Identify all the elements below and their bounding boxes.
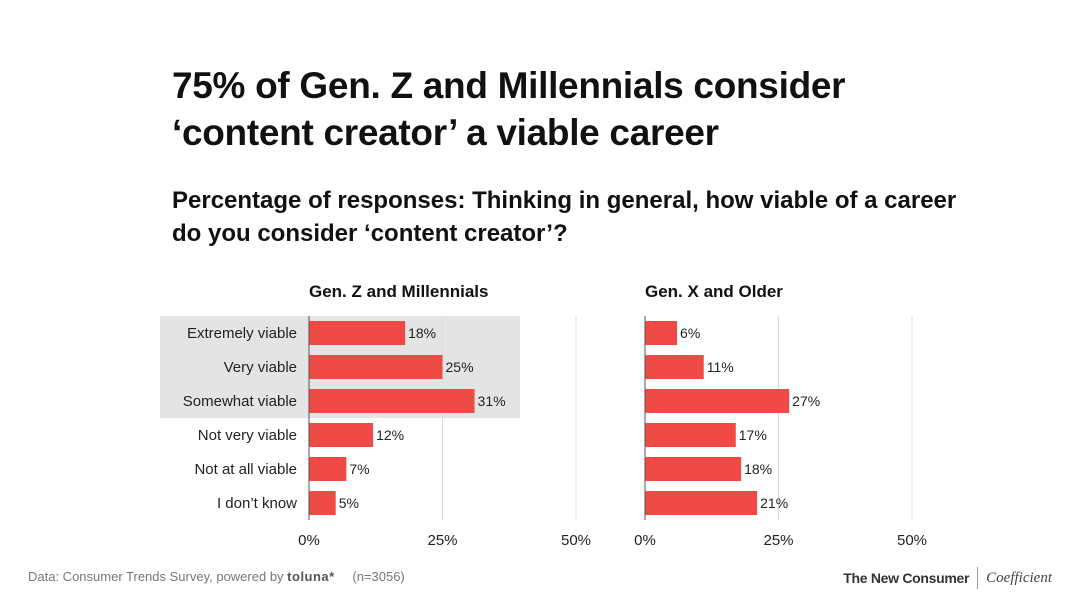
chart-subtitle: Percentage of responses: Thinking in gen… [172, 187, 957, 247]
category-label: Not at all viable [194, 461, 297, 478]
chart-title: 75% of Gen. Z and Millennials consider ‘… [172, 65, 846, 153]
category-label: I don’t know [217, 495, 297, 512]
value-label: 21% [760, 495, 788, 511]
tick-label: 0% [298, 532, 320, 549]
bar [645, 321, 678, 345]
bar [645, 491, 758, 515]
value-label: 31% [478, 393, 506, 409]
bar [309, 389, 475, 413]
bar [309, 457, 347, 481]
category-label: Not very viable [198, 427, 297, 444]
coefficient-logo: Coefficient [986, 569, 1052, 586]
value-label: 5% [339, 495, 359, 511]
category-label: Somewhat viable [183, 393, 297, 410]
bar-charts: Gen. Z and Millennials 18% Extremely viabl… [160, 282, 927, 549]
publisher-logos: The New Consumer Coefficient [843, 567, 1052, 589]
tick-label: 25% [427, 532, 457, 549]
bar [309, 355, 443, 379]
value-label: 12% [376, 427, 404, 443]
bar [645, 423, 736, 447]
source-text: Data: Consumer Trends Survey, powered by [28, 569, 284, 584]
bar [645, 457, 742, 481]
value-label: 11% [707, 359, 734, 375]
value-label: 17% [739, 427, 767, 443]
tick-label: 50% [897, 532, 927, 549]
value-label: 27% [792, 393, 820, 409]
tick-label: 0% [634, 532, 656, 549]
value-label: 7% [349, 461, 369, 477]
bar [309, 423, 374, 447]
category-label: Very viable [224, 359, 297, 376]
category-label: Extremely viable [187, 325, 297, 342]
value-label: 25% [446, 359, 474, 375]
tick-label: 25% [763, 532, 793, 549]
value-label: 18% [744, 461, 772, 477]
value-label: 18% [408, 325, 436, 341]
toluna-logo: toluna* [287, 569, 335, 584]
bar [645, 389, 790, 413]
tick-label: 50% [561, 532, 591, 549]
bar [309, 321, 406, 345]
value-label: 6% [680, 325, 700, 341]
bar [309, 491, 336, 515]
logo-divider [977, 567, 979, 589]
sample-size: (n=3056) [352, 569, 405, 584]
bar [645, 355, 704, 379]
data-source: Data: Consumer Trends Survey, powered by… [28, 569, 405, 584]
the-new-consumer-logo: The New Consumer [843, 570, 970, 586]
panel-title: Gen. Z and Millennials [309, 282, 488, 301]
panel-title: Gen. X and Older [645, 282, 783, 301]
